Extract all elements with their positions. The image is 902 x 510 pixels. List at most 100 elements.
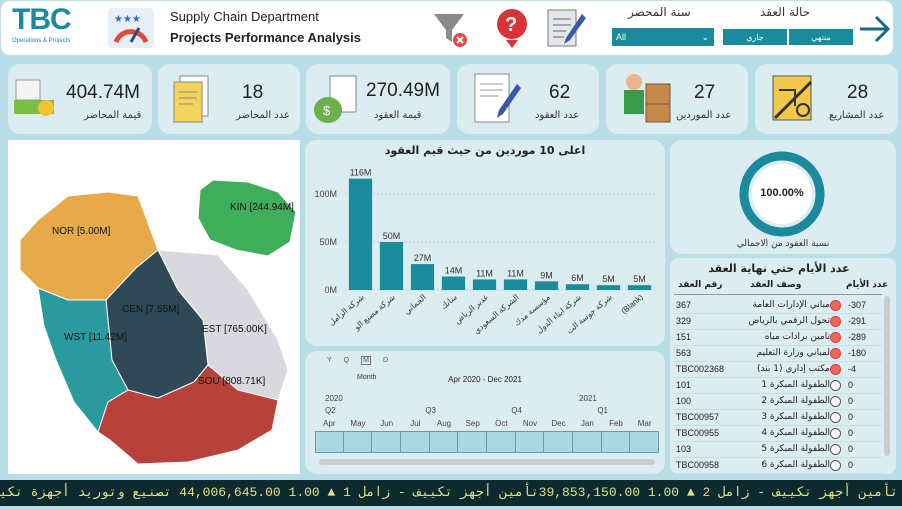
notes-icon[interactable] — [544, 6, 588, 50]
money-stack-icon — [12, 74, 60, 127]
supplier-icon — [618, 70, 674, 133]
level-d[interactable]: D — [382, 357, 401, 364]
svg-text:?: ? — [505, 14, 517, 36]
status-option-running[interactable]: جاري — [722, 28, 788, 46]
bar[interactable] — [441, 276, 466, 290]
header-divider — [674, 294, 882, 295]
table-scrollbar[interactable] — [884, 296, 890, 456]
bar[interactable] — [348, 178, 373, 290]
month-cell[interactable] — [372, 431, 401, 453]
month-cell[interactable] — [458, 431, 487, 453]
month-label: Oct — [495, 419, 508, 428]
map-label-sou: SOU [808.71K] — [198, 376, 265, 387]
month-cell[interactable] — [630, 431, 659, 453]
status-dot — [830, 316, 841, 327]
year-2021: 2021 — [579, 394, 597, 403]
table-row[interactable]: TBC002368 مكتب إداري (1 بند) -4 — [674, 362, 882, 378]
table-row[interactable]: TBC00955 الطفولة المبكرة 4 0 — [674, 426, 882, 442]
days-value: 0 — [848, 444, 854, 454]
header-num[interactable]: رقم العقد — [678, 280, 723, 290]
status-dot — [830, 412, 841, 423]
month-cell[interactable] — [401, 431, 430, 453]
kpi-value: 270.49M — [366, 80, 440, 101]
page-title: Projects Performance Analysis — [170, 30, 361, 45]
table-row[interactable]: 103 الطفولة المبكرة 5 0 — [674, 442, 882, 458]
level-y[interactable]: Y — [327, 357, 344, 364]
kpi-label: قيمة المحاضر — [84, 110, 142, 121]
table-row[interactable]: 151 تأمين برادات مياه -289 — [674, 330, 882, 346]
bar-data-label: 6M — [571, 273, 584, 283]
table-row[interactable]: 563 لمباني وزارة التعليم -180 — [674, 346, 882, 362]
header-desc[interactable]: وصف العقد — [750, 280, 802, 290]
kpi-label: عدد الموردين — [676, 110, 732, 121]
month-label: Sep — [465, 419, 480, 428]
header-days[interactable]: عدد الأيام — [846, 280, 889, 290]
table-row[interactable]: 367 مباني الإدارات العامة -307 — [674, 298, 882, 314]
month-cell[interactable] — [430, 431, 459, 453]
month-cell[interactable] — [573, 431, 602, 453]
bar-data-label: 11M — [507, 268, 524, 278]
month-cell[interactable] — [516, 431, 545, 453]
y-tick-label: 0M — [324, 285, 337, 295]
bar[interactable] — [534, 281, 559, 290]
bar[interactable] — [379, 242, 404, 290]
arrow-right-icon[interactable] — [858, 12, 892, 46]
timeline-levels[interactable]: YQ M D — [327, 356, 401, 365]
bar[interactable] — [472, 279, 497, 290]
year-2020: 2020 — [325, 394, 343, 403]
month-cell[interactable] — [544, 431, 573, 453]
contract-number: 103 — [676, 444, 692, 454]
contract-number: 100 — [676, 396, 692, 406]
table-row[interactable]: 329 تحول الرقمي بالرياض -291 — [674, 314, 882, 330]
level-q[interactable]: Q — [343, 357, 362, 364]
table-row[interactable]: 100 الطفولة المبكرة 2 0 — [674, 394, 882, 410]
timeline-scrollbar[interactable] — [319, 459, 655, 465]
contract-icon — [469, 70, 521, 133]
month-label: Jul — [410, 419, 421, 428]
documents-icon — [168, 72, 214, 131]
year-dropdown[interactable]: All ⌄ — [612, 28, 714, 46]
status-dot — [830, 396, 841, 407]
svg-text:★★★: ★★★ — [114, 14, 141, 25]
status-dot — [830, 300, 841, 311]
contract-desc: الطفولة المبكرة 5 — [761, 444, 830, 454]
header-bar: TBC Operations & Projects ★★★ Supply Cha… — [0, 0, 894, 56]
bar[interactable] — [565, 284, 590, 290]
days-value: -289 — [848, 332, 867, 342]
bar[interactable] — [596, 285, 621, 290]
bar-data-label: 5M — [602, 274, 615, 284]
help-icon[interactable]: ? — [492, 6, 532, 50]
contract-number: 101 — [676, 380, 692, 390]
kpi-suppliers-card: 27 عدد الموردين — [606, 64, 748, 134]
table-row[interactable]: 101 الطفولة المبكرة 1 0 — [674, 378, 882, 394]
contract-number: 367 — [676, 300, 692, 310]
bar[interactable] — [627, 285, 652, 290]
bar[interactable] — [410, 264, 435, 290]
month-cell[interactable] — [344, 431, 373, 453]
level-m[interactable]: M — [361, 356, 371, 365]
month-cell[interactable] — [602, 431, 631, 453]
x-tick-label: الجماني — [402, 293, 428, 316]
saudi-map-svg: KIN [244.94M] NOR [5.00M] CEN [7.55M] WS… — [19, 179, 297, 465]
table-row[interactable]: TBC00957 الطفولة المبكرة 3 0 — [674, 410, 882, 426]
bar[interactable] — [503, 279, 528, 290]
contract-number: 563 — [676, 348, 692, 358]
kpi-label: عدد المحاضر — [236, 110, 290, 121]
contract-desc: مكتب إداري (1 بند) — [756, 364, 830, 374]
map-region-kin[interactable] — [197, 179, 297, 257]
month-cell[interactable] — [487, 431, 516, 453]
status-dot — [830, 332, 841, 343]
days-value: 0 — [848, 412, 854, 422]
table-title: عدد الأيام حتي نهاية العقد — [708, 262, 850, 275]
bar-data-label: 116M — [350, 168, 372, 178]
regions-map: KIN [244.94M] NOR [5.00M] CEN [7.55M] WS… — [8, 140, 300, 474]
top-suppliers-chart-card: اعلى 10 موردين من حيث قيم العقود 0M 50M 10… — [305, 140, 665, 346]
contract-number: TBC00955 — [676, 428, 720, 438]
logo-subtitle: Operations & Projects — [12, 38, 71, 44]
map-region-sou[interactable] — [97, 364, 279, 465]
table-row[interactable]: TBC00958 الطفولة المبكرة 6 0 — [674, 458, 882, 474]
status-option-finished[interactable]: منتهي — [788, 28, 854, 46]
timeline-range: Apr 2020 - Dec 2021 — [448, 375, 522, 384]
clear-filter-icon[interactable] — [430, 8, 470, 48]
month-cell[interactable] — [315, 431, 344, 453]
